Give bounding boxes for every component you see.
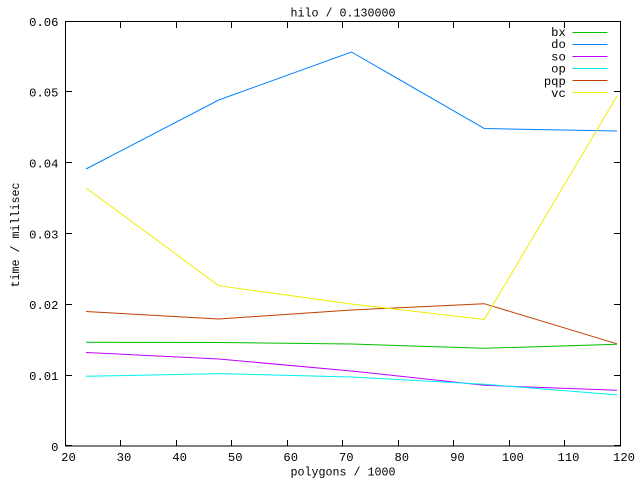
svg-text:0: 0 bbox=[51, 441, 58, 455]
svg-text:60: 60 bbox=[283, 451, 298, 465]
svg-text:110: 110 bbox=[558, 451, 580, 465]
svg-text:vc: vc bbox=[551, 87, 566, 101]
svg-text:hilo / 0.130000: hilo / 0.130000 bbox=[291, 7, 396, 21]
svg-text:0.06: 0.06 bbox=[29, 16, 58, 30]
svg-text:120: 120 bbox=[613, 451, 635, 465]
svg-text:0.04: 0.04 bbox=[29, 158, 58, 172]
svg-text:0.02: 0.02 bbox=[29, 299, 58, 313]
svg-text:100: 100 bbox=[502, 451, 524, 465]
svg-text:80: 80 bbox=[394, 451, 409, 465]
svg-text:op: op bbox=[551, 63, 566, 77]
svg-text:0.01: 0.01 bbox=[29, 370, 58, 384]
svg-text:time / millisec: time / millisec bbox=[9, 183, 23, 288]
svg-text:40: 40 bbox=[172, 451, 187, 465]
svg-text:30: 30 bbox=[117, 451, 132, 465]
svg-text:70: 70 bbox=[339, 451, 354, 465]
svg-text:0.05: 0.05 bbox=[29, 87, 58, 101]
svg-text:polygons / 1000: polygons / 1000 bbox=[291, 466, 396, 480]
svg-text:so: so bbox=[551, 50, 566, 64]
svg-text:pqp: pqp bbox=[544, 75, 566, 89]
svg-text:50: 50 bbox=[228, 451, 243, 465]
svg-text:do: do bbox=[551, 38, 566, 52]
svg-text:0.03: 0.03 bbox=[29, 228, 58, 242]
svg-text:90: 90 bbox=[450, 451, 465, 465]
svg-text:20: 20 bbox=[61, 451, 76, 465]
svg-text:bx: bx bbox=[551, 26, 566, 40]
